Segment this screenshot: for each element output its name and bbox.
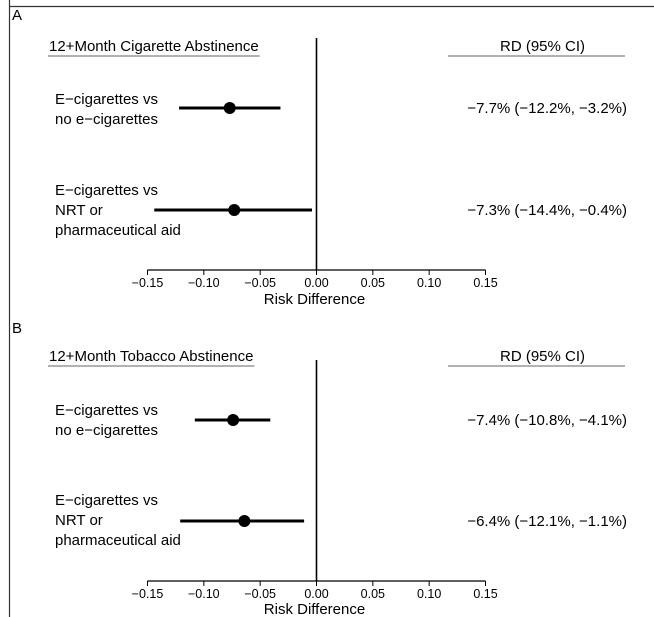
x-tick-label: −0.10 [188,276,220,290]
ci-text: −6.4% (−12.1%, −1.1%) [467,513,627,530]
x-axis-title: Risk Difference [264,601,365,617]
outcome-header: 12+Month Cigarette Abstinence [49,38,259,55]
row-label-line: E−cigarettes vs [55,402,158,419]
point-estimate [223,102,236,114]
x-tick-label: −0.15 [132,587,164,601]
x-tick-label: 0.05 [361,587,385,601]
ci-text: −7.3% (−14.4%, −0.4%) [467,202,627,219]
ci-text: −7.7% (−12.2%, −3.2%) [467,100,627,117]
x-tick-label: −0.15 [132,276,164,290]
point-estimate [238,515,251,527]
row-label-line: no e−cigarettes [55,422,158,439]
point-estimate [227,414,240,426]
row-label-line: no e−cigarettes [55,111,158,128]
estimate-header: RD (95% CI) [500,348,585,365]
point-estimate [228,204,241,216]
row-label-line: NRT or [55,202,103,219]
estimate-header: RD (95% CI) [500,38,585,55]
x-tick-label: 0.15 [473,587,497,601]
x-axis-title: Risk Difference [264,291,365,308]
x-tick-label: −0.05 [244,276,276,290]
row-label-line: NRT or [55,512,103,529]
row-label-line: E−cigarettes vs [55,492,158,509]
ci-text: −7.4% (−10.8%, −4.1%) [467,412,627,429]
x-tick-label: 0.10 [417,276,441,290]
row-label-line: pharmaceutical aid [55,222,181,239]
panel-label: A [12,7,22,24]
x-tick-label: 0.05 [361,276,385,290]
row-label-line: E−cigarettes vs [55,91,158,108]
panel-label: B [12,320,22,337]
x-tick-label: −0.10 [188,587,220,601]
x-tick-label: 0.10 [417,587,441,601]
x-tick-label: 0.00 [304,587,328,601]
row-label-line: E−cigarettes vs [55,182,158,199]
x-tick-label: 0.00 [304,276,328,290]
row-label-line: pharmaceutical aid [55,532,181,549]
x-tick-label: −0.05 [244,587,276,601]
x-tick-label: 0.15 [473,276,497,290]
outcome-header: 12+Month Tobacco Abstinence [49,348,253,365]
